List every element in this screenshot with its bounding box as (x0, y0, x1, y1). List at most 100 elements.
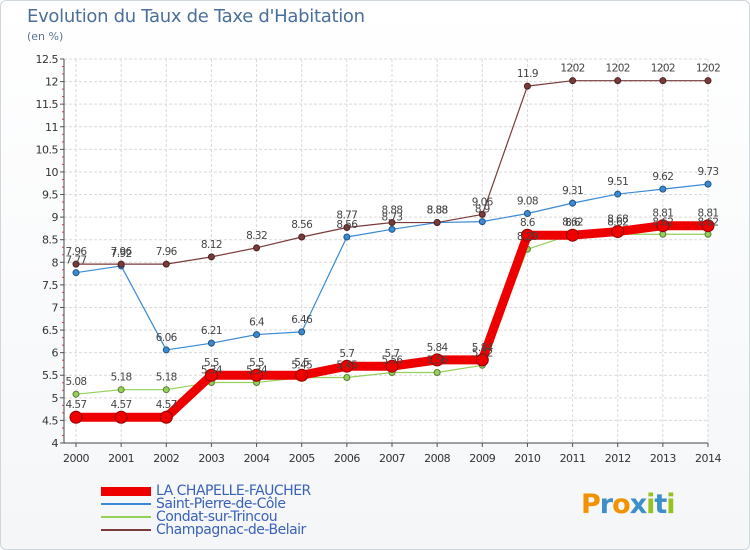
data-label: 5.84 (427, 342, 449, 354)
data-point (659, 185, 667, 193)
legend-label: Saint-Pierre-de-Côle (156, 496, 286, 512)
y-tick-label: 7.5 (42, 279, 58, 292)
data-point (72, 269, 80, 277)
data-point (162, 386, 170, 394)
y-tick-label: 7 (52, 301, 59, 314)
x-tick-label: 2002 (153, 452, 179, 465)
data-point (204, 368, 218, 382)
y-tick-label: 9.5 (42, 189, 58, 202)
data-point (250, 368, 264, 382)
data-label: 8.56 (291, 219, 313, 231)
logo-letter: t (654, 489, 667, 520)
data-label: 9.73 (698, 166, 719, 178)
data-point (117, 260, 125, 268)
x-tick-label: 2001 (108, 452, 134, 465)
x-tick-label: 2008 (424, 452, 450, 465)
data-label: 9.06 (472, 196, 494, 208)
logo-letter: P (581, 489, 601, 520)
y-tick-label: 11 (45, 121, 58, 134)
data-point (72, 390, 80, 398)
data-label: 9.51 (607, 176, 628, 188)
data-label: 8.62 (698, 216, 719, 228)
data-label: 11.9 (517, 68, 538, 80)
data-label: 8.6 (565, 217, 581, 229)
legend-swatch (101, 529, 151, 531)
y-tick-label: 8.5 (42, 234, 58, 247)
data-point (475, 353, 489, 367)
data-point (253, 244, 261, 252)
data-label: 5.45 (336, 359, 357, 371)
data-point (614, 190, 622, 198)
data-point (114, 410, 128, 424)
data-label: 5.7 (385, 348, 400, 360)
data-label: 5.18 (111, 372, 132, 384)
data-label: 8.68 (607, 214, 628, 226)
data-point (656, 219, 670, 233)
legend-item: Condat-sur-Trincou (101, 510, 361, 525)
y-tick-label: 12.5 (36, 53, 59, 66)
legend-item: Saint-Pierre-de-Côle (101, 496, 361, 512)
data-point (207, 253, 215, 261)
data-point (569, 199, 577, 207)
y-tick-label: 10 (45, 166, 58, 179)
legend-swatch (101, 503, 151, 505)
x-tick-label: 2014 (695, 452, 721, 465)
data-label: 8.62 (562, 216, 583, 228)
data-label: 5.7 (339, 348, 354, 360)
data-label: 5.56 (427, 355, 449, 367)
data-label: 5.5 (249, 357, 264, 369)
data-label: 5.08 (66, 376, 87, 388)
data-point (433, 219, 441, 227)
data-label: 8.62 (652, 216, 673, 228)
legend: LA CHAPELLE-FAUCHER Saint-Pierre-de-Côle C… (101, 484, 361, 538)
x-tick-label: 2011 (560, 452, 586, 465)
data-point (388, 225, 396, 233)
data-label: 7.96 (111, 246, 133, 258)
x-tick-label: 2010 (514, 452, 540, 465)
x-tick-label: 2012 (605, 452, 631, 465)
legend-swatch (101, 486, 151, 496)
data-label: 7.96 (156, 246, 178, 258)
chart-title: Evolution du Taux de Taxe d'Habitation (27, 6, 365, 27)
data-label: 4.57 (111, 399, 132, 411)
y-tick-label: 12 (45, 76, 58, 89)
data-label: 8.32 (246, 230, 267, 242)
data-label: 9.08 (517, 196, 538, 208)
data-label: 5.84 (472, 342, 494, 354)
data-point (701, 219, 715, 233)
data-label: 9.31 (562, 185, 583, 197)
data-label: 7.77 (66, 255, 87, 267)
data-point (343, 373, 351, 381)
data-point (117, 386, 125, 394)
legend-item: Champagnac-de-Belair (101, 523, 361, 538)
data-point (207, 339, 215, 347)
x-tick-label: 2006 (334, 452, 360, 465)
data-label: 8.6 (520, 217, 536, 229)
data-point (569, 77, 577, 85)
logo-letter: x (629, 489, 647, 520)
data-label: 8.88 (427, 205, 448, 217)
data-point (478, 218, 486, 226)
data-label: 7.96 (66, 246, 88, 258)
y-tick-label: 4.5 (42, 414, 58, 427)
y-tick-label: 6 (52, 347, 59, 360)
data-point (388, 219, 396, 227)
plot-area (64, 59, 708, 443)
y-tick-label: 5.5 (42, 369, 58, 382)
data-label: 4.57 (66, 399, 87, 411)
data-point (69, 410, 83, 424)
data-label: 8.88 (382, 205, 403, 217)
data-label: 8.12 (201, 239, 222, 251)
data-label: 8.77 (336, 210, 357, 222)
data-point (523, 82, 531, 90)
logo-letter: r (599, 489, 613, 520)
x-tick-label: 2003 (198, 452, 224, 465)
data-label: 5.34 (201, 364, 223, 376)
data-point (72, 260, 80, 268)
data-point (385, 359, 399, 373)
data-point (162, 346, 170, 354)
chart-subtitle: (en %) (27, 30, 64, 43)
y-tick-label: 9 (52, 211, 59, 224)
x-tick-label: 2005 (289, 452, 315, 465)
data-label: 8.29 (517, 231, 538, 243)
